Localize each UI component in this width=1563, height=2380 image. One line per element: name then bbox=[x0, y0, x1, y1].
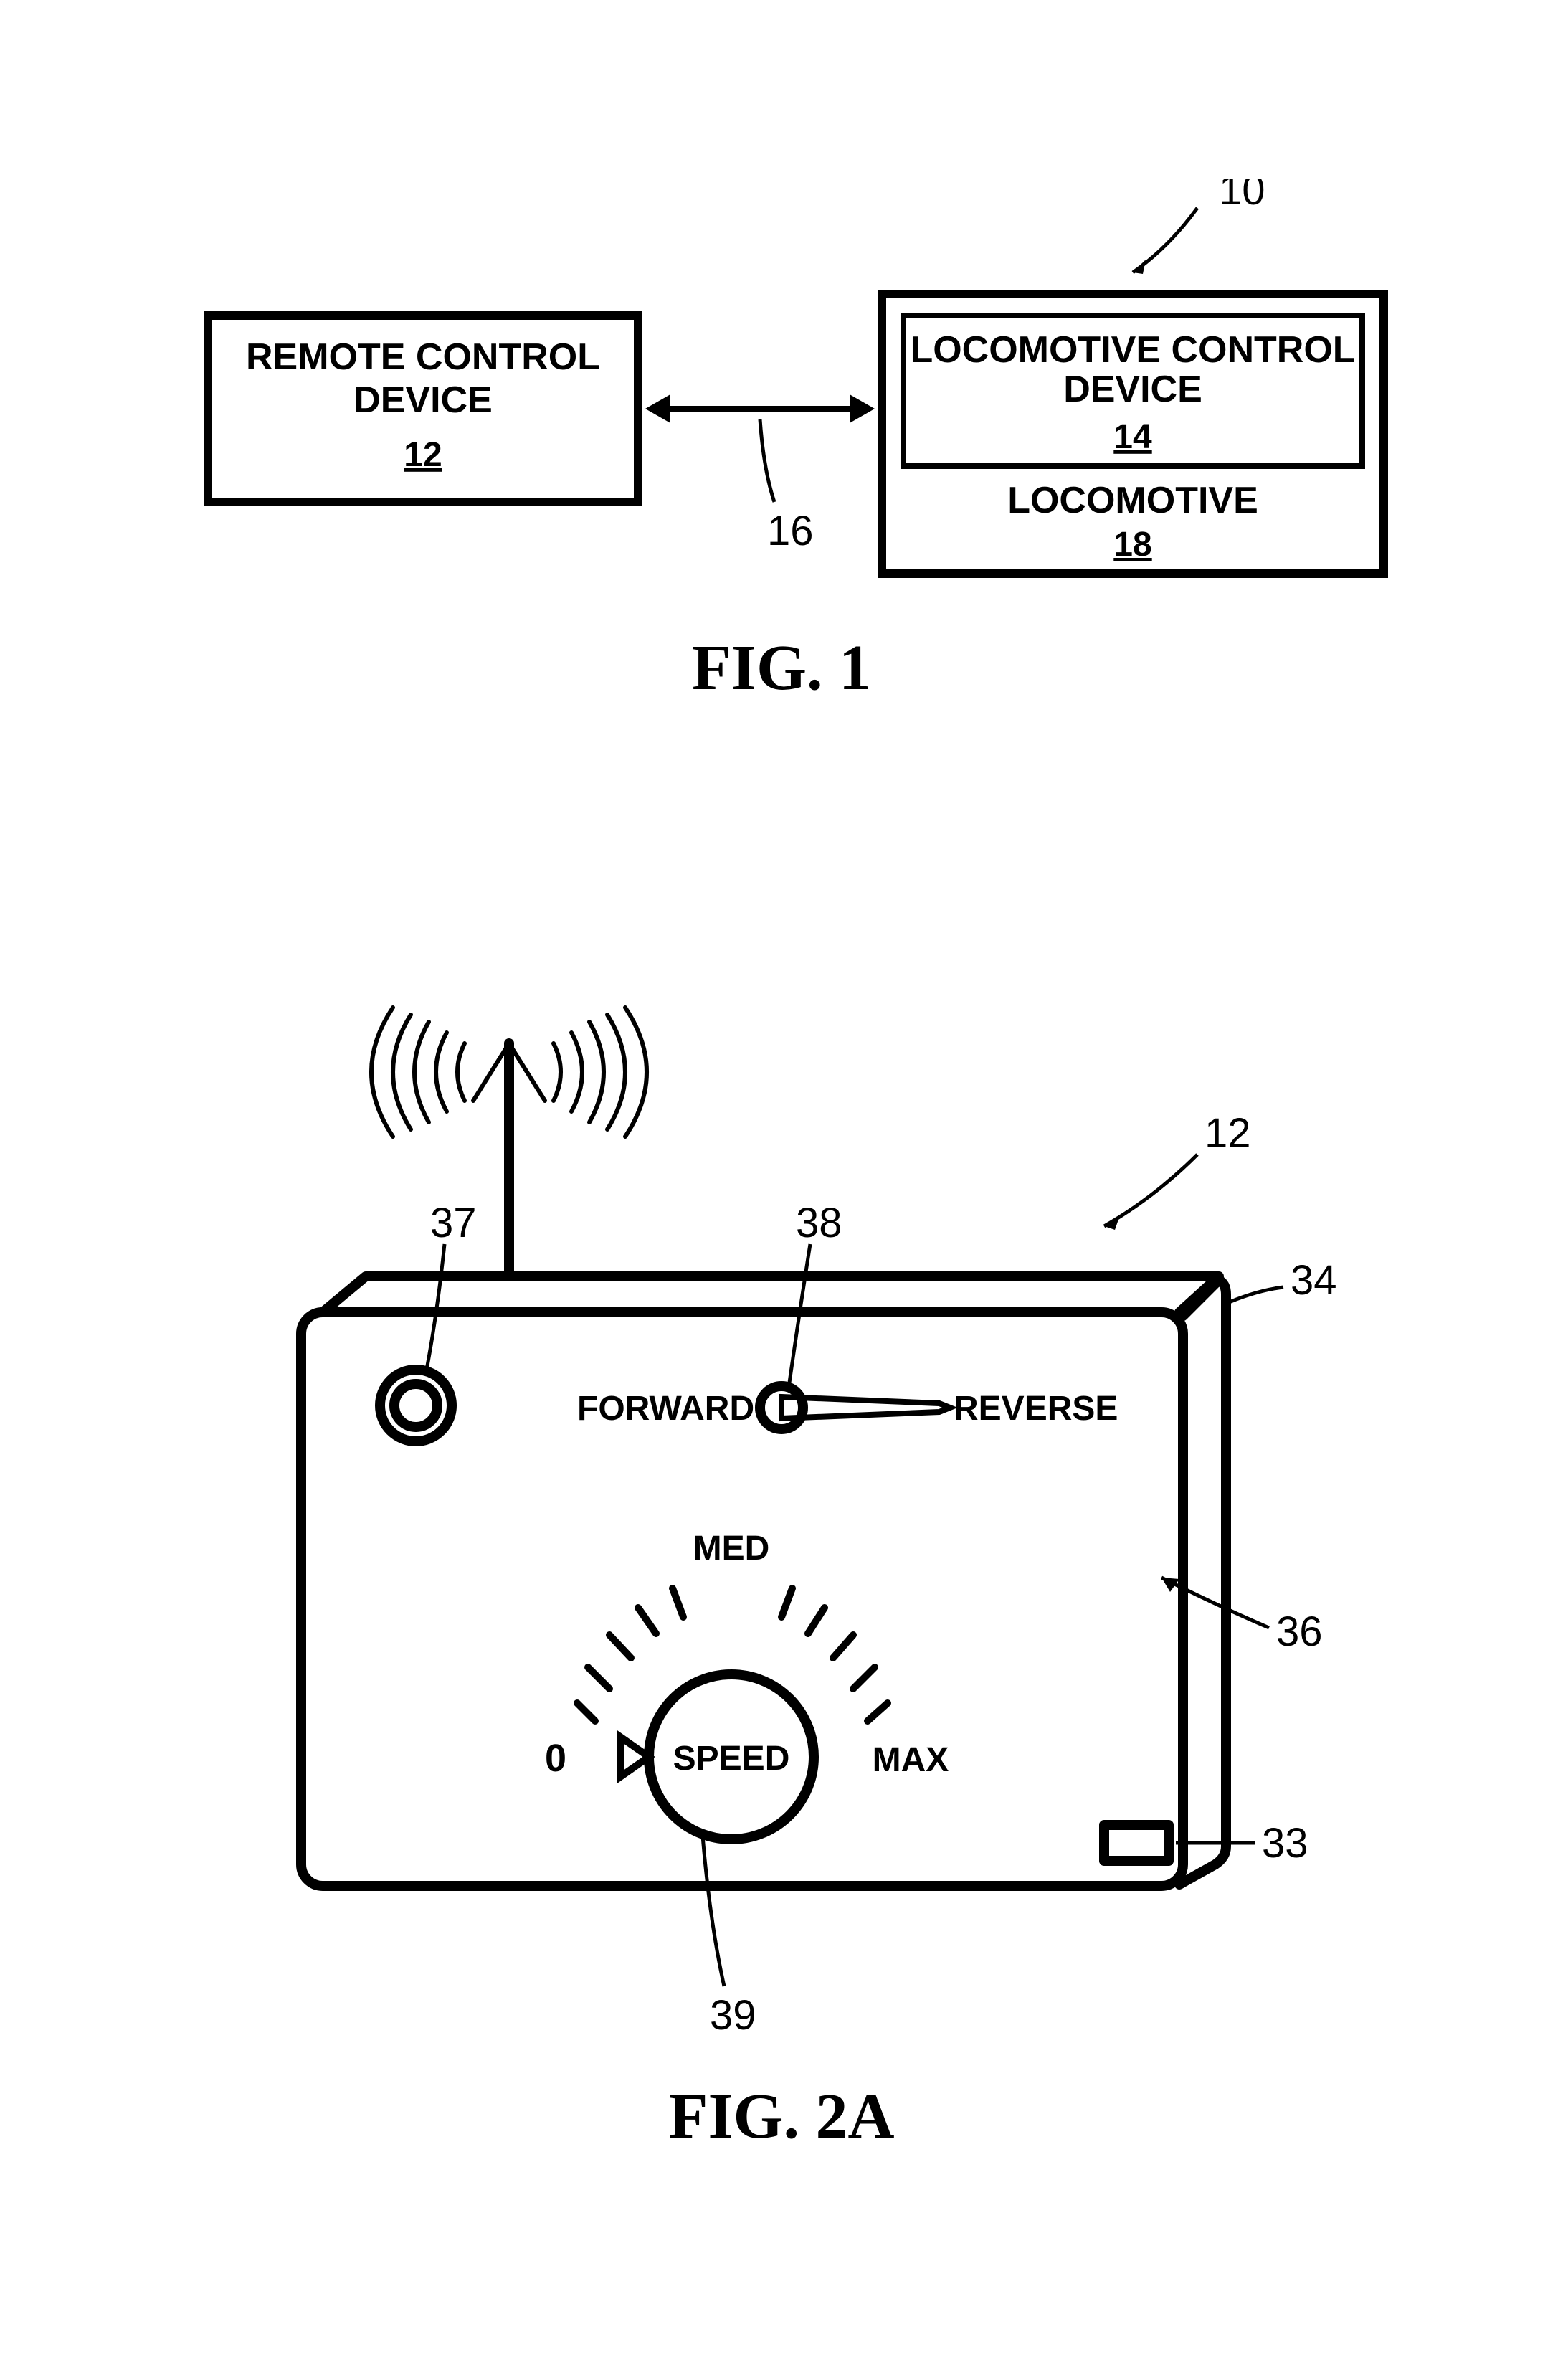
ref39-label: 39 bbox=[710, 1992, 756, 2039]
switch-left-label: FORWARD bbox=[577, 1390, 754, 1428]
ref36-label: 36 bbox=[1276, 1608, 1323, 1655]
dial-min-label: 0 bbox=[545, 1737, 566, 1780]
fig1-diagram: 10 REMOTE CONTROL DEVICE 12 LOCOMOTIVE C… bbox=[143, 179, 1420, 610]
remote-line2: DEVICE bbox=[353, 379, 493, 421]
ref37-leader bbox=[427, 1244, 445, 1370]
dial-ticks bbox=[577, 1588, 888, 1721]
button-inner bbox=[394, 1384, 437, 1427]
antenna-v-right bbox=[509, 1043, 545, 1101]
ref36-leader bbox=[1161, 1578, 1269, 1628]
loco-label: LOCOMOTIVE bbox=[1007, 480, 1258, 521]
wave-l5 bbox=[371, 1008, 393, 1137]
wave-l1 bbox=[457, 1043, 465, 1101]
ref34-leader bbox=[1222, 1287, 1283, 1305]
remote-line1: REMOTE CONTROL bbox=[246, 336, 600, 378]
ref16-leader bbox=[760, 419, 774, 502]
wave-r1 bbox=[554, 1043, 561, 1101]
wave-l2 bbox=[436, 1033, 447, 1111]
speed-dial-group: SPEED 0 MED MAX bbox=[545, 1530, 949, 1839]
dial-pointer bbox=[620, 1737, 649, 1777]
ref39-leader bbox=[703, 1836, 724, 1986]
ref34-label: 34 bbox=[1291, 1257, 1337, 1304]
loco-control-line2: DEVICE bbox=[1063, 369, 1202, 410]
wave-r2 bbox=[571, 1033, 582, 1111]
indicator-light bbox=[1104, 1825, 1169, 1861]
switch-right-label: REVERSE bbox=[954, 1390, 1118, 1428]
dial-mid-label: MED bbox=[693, 1530, 770, 1568]
ref12-leader bbox=[1104, 1155, 1197, 1226]
figure-1: 10 REMOTE CONTROL DEVICE 12 LOCOMOTIVE C… bbox=[0, 143, 1563, 789]
link-arrow-right bbox=[850, 394, 875, 423]
loco-ref: 18 bbox=[1113, 526, 1151, 564]
dial-max-label: MAX bbox=[873, 1741, 949, 1779]
loco-control-ref: 14 bbox=[1113, 418, 1152, 456]
device-top bbox=[323, 1276, 1219, 1312]
dial-center-label: SPEED bbox=[673, 1740, 790, 1778]
fig1-caption: FIG. 1 bbox=[0, 631, 1563, 705]
link-arrow-left bbox=[645, 394, 670, 423]
ref12-label: 12 bbox=[1205, 1110, 1251, 1157]
ref10-label: 10 bbox=[1219, 179, 1265, 214]
remote-ref: 12 bbox=[404, 436, 442, 474]
ref10-arrowhead bbox=[1133, 260, 1146, 274]
figure-2a: FORWARD REVERSE SPEED 0 MED MAX bbox=[0, 968, 1563, 2187]
wave-r5 bbox=[625, 1008, 647, 1137]
antenna-v-left bbox=[473, 1043, 509, 1101]
fig2a-caption: FIG. 2A bbox=[0, 2080, 1563, 2153]
wave-r3 bbox=[589, 1022, 604, 1122]
wave-l4 bbox=[393, 1015, 411, 1129]
ref33-label: 33 bbox=[1262, 1820, 1308, 1867]
ref16-label: 16 bbox=[767, 508, 814, 554]
loco-control-line1: LOCOMOTIVE CONTROL bbox=[910, 329, 1355, 371]
ref12-arrowhead bbox=[1104, 1215, 1120, 1230]
ref37-label: 37 bbox=[430, 1200, 477, 1246]
wave-r4 bbox=[607, 1015, 625, 1129]
ref38-label: 38 bbox=[796, 1200, 842, 1246]
fig2a-diagram: FORWARD REVERSE SPEED 0 MED MAX bbox=[179, 1004, 1384, 2080]
wave-l3 bbox=[414, 1022, 429, 1122]
